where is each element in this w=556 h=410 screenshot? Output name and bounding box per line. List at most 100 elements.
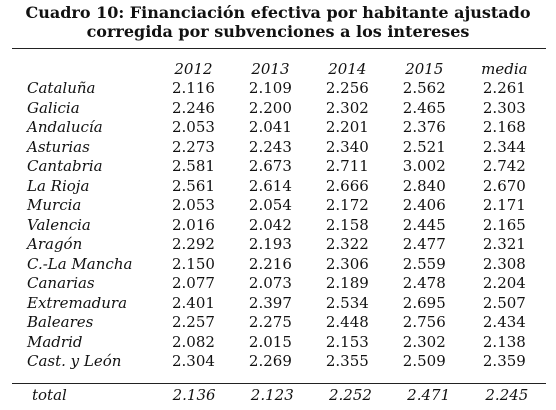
header-region bbox=[12, 60, 155, 79]
value-cell: 2.246 bbox=[171, 98, 215, 117]
table-row: Murcia 2.053 2.054 2.172 2.406 2.171 bbox=[12, 196, 546, 216]
value-cell: 2.171 bbox=[482, 196, 526, 215]
value-cell: 2.189 bbox=[325, 274, 369, 293]
value-cell: 2.340 bbox=[325, 137, 369, 156]
value-cell: 2.041 bbox=[248, 118, 292, 137]
total-cell: 2.252 bbox=[328, 386, 372, 404]
table-row: La Rioja 2.561 2.614 2.666 2.840 2.670 bbox=[12, 177, 546, 197]
value-cell: 2.401 bbox=[171, 293, 215, 312]
header-row: 2012 2013 2014 2015 media bbox=[12, 60, 546, 79]
value-cell: 2.042 bbox=[248, 215, 292, 234]
total-label: total bbox=[32, 386, 67, 404]
value-cell: 2.561 bbox=[171, 176, 215, 195]
region-name: Valencia bbox=[27, 215, 91, 234]
value-cell: 2.193 bbox=[248, 235, 292, 254]
value-cell: 2.304 bbox=[171, 352, 215, 371]
top-rule bbox=[12, 48, 546, 49]
value-cell: 2.581 bbox=[171, 157, 215, 176]
value-cell: 2.308 bbox=[482, 254, 526, 273]
table-row: C.-La Mancha 2.150 2.216 2.306 2.559 2.308 bbox=[12, 255, 546, 275]
table-row: Extremadura 2.401 2.397 2.534 2.695 2.507 bbox=[12, 294, 546, 314]
region-name: Canarias bbox=[27, 274, 95, 293]
value-cell: 2.077 bbox=[171, 274, 215, 293]
region-name: Cataluña bbox=[27, 79, 96, 98]
value-cell: 2.673 bbox=[248, 157, 292, 176]
region-name: Aragón bbox=[27, 235, 83, 254]
value-cell: 2.275 bbox=[248, 313, 292, 332]
value-cell: 2.756 bbox=[402, 313, 446, 332]
value-cell: 3.002 bbox=[402, 157, 446, 176]
header-2015: 2015 bbox=[405, 60, 444, 78]
value-cell: 2.434 bbox=[482, 313, 526, 332]
value-cell: 2.742 bbox=[482, 157, 526, 176]
value-cell: 2.257 bbox=[171, 313, 215, 332]
value-cell: 2.302 bbox=[402, 332, 446, 351]
value-cell: 2.053 bbox=[171, 196, 215, 215]
region-name: Madrid bbox=[27, 332, 83, 351]
total-cell: 2.471 bbox=[407, 386, 451, 404]
table-row: Valencia 2.016 2.042 2.158 2.445 2.165 bbox=[12, 216, 546, 236]
value-cell: 2.138 bbox=[482, 332, 526, 351]
value-cell: 2.150 bbox=[171, 254, 215, 273]
value-cell: 2.477 bbox=[402, 235, 446, 254]
value-cell: 2.507 bbox=[482, 293, 526, 312]
value-cell: 2.359 bbox=[482, 352, 526, 371]
region-name: Asturias bbox=[27, 137, 90, 156]
value-cell: 2.200 bbox=[248, 98, 292, 117]
value-cell: 2.054 bbox=[248, 196, 292, 215]
value-cell: 2.168 bbox=[482, 118, 526, 137]
value-cell: 2.016 bbox=[171, 215, 215, 234]
table-row: Galicia 2.246 2.200 2.302 2.465 2.303 bbox=[12, 99, 546, 119]
region-name: Cast. y León bbox=[27, 352, 122, 371]
totals-table: total 2.136 2.123 2.252 2.471 2.245 bbox=[12, 385, 546, 405]
value-cell: 2.397 bbox=[248, 293, 292, 312]
bottom-rule bbox=[12, 383, 546, 384]
caption-line-2: corregida por subvenciones a los interes… bbox=[86, 22, 470, 41]
region-name: C.-La Mancha bbox=[27, 254, 133, 273]
value-cell: 2.073 bbox=[248, 274, 292, 293]
value-cell: 2.614 bbox=[248, 176, 292, 195]
value-cell: 2.261 bbox=[482, 79, 526, 98]
table-row: Cataluña 2.116 2.109 2.256 2.562 2.261 bbox=[12, 79, 546, 99]
header-2014: 2014 bbox=[328, 60, 367, 78]
value-cell: 2.521 bbox=[402, 137, 446, 156]
value-cell: 2.303 bbox=[482, 98, 526, 117]
value-cell: 2.509 bbox=[402, 352, 446, 371]
value-cell: 2.534 bbox=[325, 293, 369, 312]
value-cell: 2.165 bbox=[482, 215, 526, 234]
value-cell: 2.302 bbox=[325, 98, 369, 117]
value-cell: 2.015 bbox=[248, 332, 292, 351]
table-caption: Cuadro 10: Financiación efectiva por hab… bbox=[0, 3, 556, 41]
value-cell: 2.448 bbox=[325, 313, 369, 332]
value-cell: 2.465 bbox=[402, 98, 446, 117]
value-cell: 2.216 bbox=[248, 254, 292, 273]
table-row: Aragón 2.292 2.193 2.322 2.477 2.321 bbox=[12, 235, 546, 255]
table-row: Baleares 2.257 2.275 2.448 2.756 2.434 bbox=[12, 313, 546, 333]
value-cell: 2.201 bbox=[325, 118, 369, 137]
value-cell: 2.559 bbox=[402, 254, 446, 273]
value-cell: 2.158 bbox=[325, 215, 369, 234]
value-cell: 2.109 bbox=[248, 79, 292, 98]
region-name: Extremadura bbox=[27, 293, 128, 312]
region-name: Galicia bbox=[27, 98, 80, 117]
header-2012: 2012 bbox=[174, 60, 213, 78]
data-table: 2012 2013 2014 2015 media Cataluña 2.116 2… bbox=[12, 60, 546, 372]
value-cell: 2.273 bbox=[171, 137, 215, 156]
value-cell: 2.306 bbox=[325, 254, 369, 273]
value-cell: 2.322 bbox=[325, 235, 369, 254]
value-cell: 2.082 bbox=[171, 332, 215, 351]
region-name: Murcia bbox=[27, 196, 82, 215]
table-row: Cast. y León 2.304 2.269 2.355 2.509 2.359 bbox=[12, 352, 546, 372]
value-cell: 2.243 bbox=[248, 137, 292, 156]
region-name: Andalucía bbox=[27, 118, 103, 137]
value-cell: 2.478 bbox=[402, 274, 446, 293]
value-cell: 2.355 bbox=[325, 352, 369, 371]
value-cell: 2.172 bbox=[325, 196, 369, 215]
total-cell: 2.123 bbox=[250, 386, 294, 404]
value-cell: 2.053 bbox=[171, 118, 215, 137]
value-cell: 2.344 bbox=[482, 137, 526, 156]
value-cell: 2.406 bbox=[402, 196, 446, 215]
value-cell: 2.695 bbox=[402, 293, 446, 312]
region-name: La Rioja bbox=[27, 176, 90, 195]
value-cell: 2.666 bbox=[325, 176, 369, 195]
